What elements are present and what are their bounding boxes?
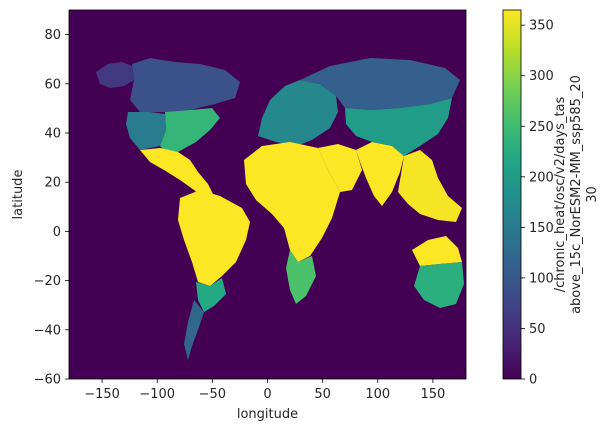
colorbar-label-line-3: 30	[585, 186, 600, 203]
y-tick-label: 60	[44, 77, 61, 92]
x-axis: −150 −100 −50 0 50 100 150	[84, 379, 445, 402]
x-tick-label: 0	[263, 387, 271, 402]
x-tick-label: −50	[199, 387, 226, 402]
region-east-asia	[345, 98, 452, 156]
x-tick-label: 150	[421, 387, 446, 402]
region-southern-australia	[414, 262, 464, 308]
x-tick-label: 50	[314, 387, 331, 402]
colorbar-tick-label: 300	[529, 69, 554, 84]
region-alaska	[96, 62, 134, 88]
colorbar-tick-label: 350	[529, 19, 554, 34]
x-tick-label: −100	[139, 387, 175, 402]
region-southeast-asia	[398, 150, 462, 222]
colorbar-tick-label: 100	[529, 271, 554, 286]
region-northern-australia	[412, 236, 462, 266]
region-western-usa	[126, 112, 166, 150]
y-tick-label: 40	[44, 127, 61, 142]
y-tick-label: 80	[44, 28, 61, 43]
colorbar-tick-label: 150	[529, 221, 554, 236]
map-regions	[69, 22, 466, 379]
region-russia	[300, 58, 460, 110]
colorbar-label-line-2: above_15c_NorESM2-MM_ssp585_20	[569, 75, 584, 314]
colorbar-label-line-1: /chronic_heat/osc/v2/days_tas	[553, 96, 568, 292]
region-southern-africa	[286, 250, 316, 304]
y-tick-label: −20	[34, 274, 61, 289]
colorbar-axis: 0 50 100 150 200 250 300 350	[521, 19, 554, 388]
y-tick-label: −40	[34, 323, 61, 338]
y-axis: −60 −40 −20 0 20 40 60 80	[34, 28, 69, 388]
region-canada	[130, 58, 240, 112]
colorbar	[502, 9, 522, 380]
region-eastern-usa	[160, 108, 220, 152]
region-south-asia	[356, 142, 404, 206]
y-tick-label: 20	[44, 176, 61, 191]
y-tick-label: −60	[34, 373, 61, 388]
region-antarctica	[69, 370, 466, 379]
region-europe	[258, 80, 338, 146]
region-arabia	[318, 144, 362, 192]
region-tropical-americas	[140, 148, 214, 200]
colorbar-label: /chronic_heat/osc/v2/days_tas above_15c_…	[553, 75, 600, 314]
y-axis-label: latitude	[11, 170, 26, 220]
colorbar-tick-label: 200	[529, 170, 554, 185]
x-tick-label: −150	[84, 387, 120, 402]
colorbar-tick-label: 250	[529, 120, 554, 135]
region-tropical-americas-south	[178, 190, 250, 286]
colorbar-tick-label: 0	[529, 373, 537, 388]
colorbar-tick-label: 50	[529, 322, 546, 337]
x-tick-label: 100	[365, 387, 390, 402]
region-tropical-africa	[244, 142, 340, 262]
y-tick-label: 0	[53, 225, 61, 240]
region-patagonia	[184, 300, 204, 360]
x-axis-label: longitude	[237, 407, 298, 422]
region-southern-south-america	[196, 278, 226, 312]
region-greenland	[265, 22, 315, 82]
